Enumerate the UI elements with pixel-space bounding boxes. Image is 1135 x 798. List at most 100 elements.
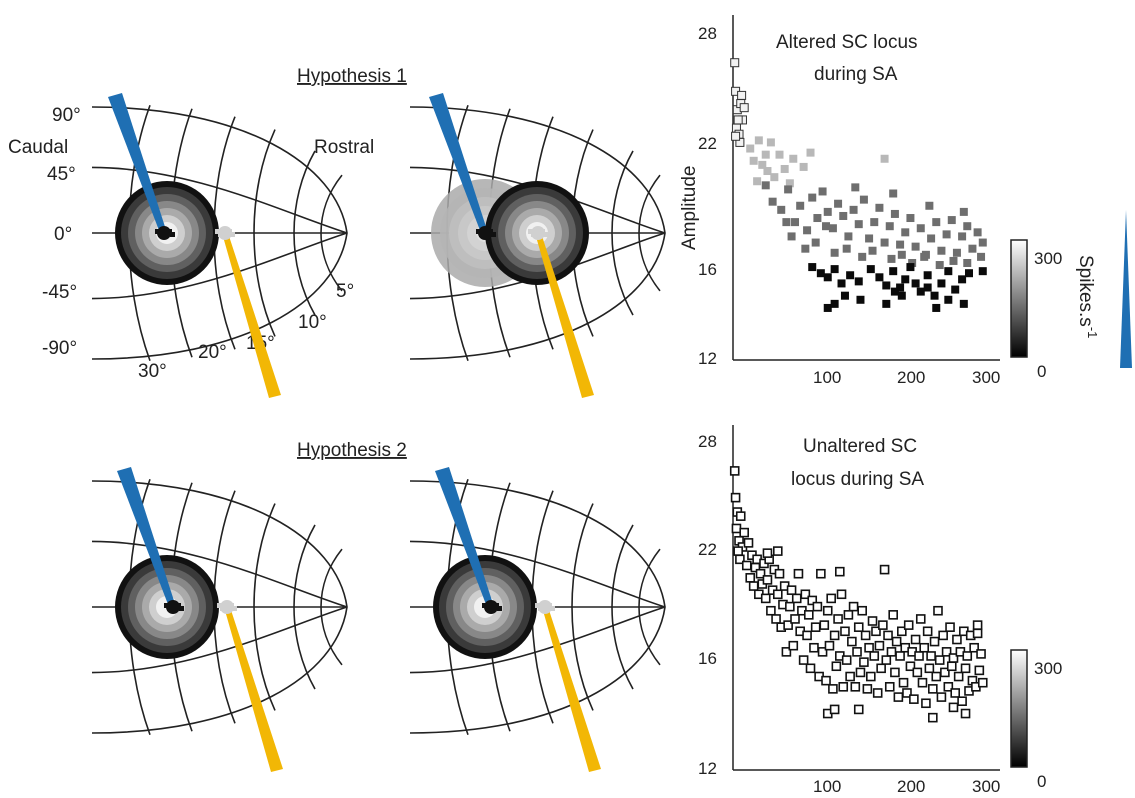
data-point: [817, 647, 828, 657]
direction-label-minus90: -90°: [42, 338, 77, 359]
data-point: [823, 303, 832, 312]
data-point: [802, 630, 812, 641]
data-point: [733, 115, 743, 125]
data-point: [798, 655, 809, 665]
site-marker: [479, 232, 484, 237]
blue-electrode: [108, 93, 167, 233]
data-point: [976, 649, 986, 659]
data-point: [952, 248, 961, 257]
direction-label-45: 45°: [47, 164, 76, 185]
data-point: [879, 564, 890, 575]
site-marker: [230, 232, 235, 237]
chart-title-line1: Altered SC locus: [776, 32, 918, 53]
data-point: [862, 684, 873, 694]
scatter-chart-unaltered: 28 22 16 12 100 200 300 Unaltered SC loc…: [698, 425, 1062, 796]
blue-electrode: [117, 467, 176, 607]
data-point: [905, 661, 916, 672]
data-point: [831, 661, 842, 672]
site-marker: [167, 229, 172, 234]
data-point: [938, 630, 948, 641]
data-point: [782, 218, 791, 227]
sc-map-hyp1-shifted: [409, 93, 666, 398]
data-point: [833, 614, 843, 624]
data-point: [754, 136, 763, 145]
firing-rate-wedge: [1120, 210, 1132, 368]
site-marker: [476, 229, 481, 234]
data-point: [889, 189, 898, 198]
data-point: [844, 232, 853, 241]
data-point: [881, 655, 892, 665]
data-point: [947, 216, 956, 225]
site-marker: [485, 232, 490, 237]
data-point: [875, 273, 884, 282]
data-point: [867, 616, 878, 626]
data-point: [909, 694, 919, 704]
data-point: [775, 150, 784, 159]
data-point: [865, 234, 874, 243]
data-point: [950, 688, 961, 698]
colorbar: [1010, 649, 1028, 768]
data-point: [761, 181, 770, 190]
data-point: [753, 177, 762, 186]
amplitude-isoline: [320, 174, 343, 292]
data-point: [786, 585, 797, 595]
site-marker: [497, 606, 502, 611]
site-marker: [221, 229, 226, 234]
colorbar-unit-label: Spikes.s-1: [1075, 255, 1100, 338]
colorbar-min-label: 0: [1037, 772, 1046, 791]
data-point: [762, 548, 773, 558]
data-point: [916, 224, 925, 233]
data-point: [859, 195, 868, 204]
data-point: [888, 610, 899, 620]
data-point: [943, 682, 954, 692]
y-tick-label: 28: [698, 24, 717, 43]
data-point: [878, 620, 888, 630]
data-point: [948, 653, 959, 663]
data-point: [897, 291, 906, 300]
data-point: [739, 527, 749, 538]
data-point: [850, 682, 861, 692]
sc-map-hyp1-control: [91, 93, 348, 398]
site-marker: [164, 603, 169, 608]
data-point: [959, 299, 968, 308]
data-point: [935, 261, 944, 270]
data-point: [868, 246, 877, 255]
data-point: [927, 234, 936, 243]
data-point: [731, 523, 742, 534]
site-marker: [482, 229, 487, 234]
yellow-electrode: [222, 233, 281, 398]
amplitude-label-10: 10°: [298, 312, 327, 333]
data-point: [762, 575, 773, 585]
hypothesis-2-title: Hypothesis 2: [297, 440, 407, 461]
amplitude-isoline: [293, 524, 316, 690]
data-point: [837, 279, 846, 288]
data-point: [774, 568, 785, 579]
data-point: [906, 263, 915, 272]
data-point: [739, 103, 749, 113]
data-point: [834, 566, 845, 577]
data-point: [760, 593, 771, 604]
data-point: [846, 271, 855, 280]
data-point: [808, 193, 817, 202]
data-point: [937, 279, 946, 288]
amplitude-isoline: [611, 150, 634, 316]
data-point: [949, 256, 958, 265]
y-tick-label: 16: [698, 649, 717, 668]
site-marker: [534, 229, 539, 234]
x-tick-label: 100: [813, 777, 841, 796]
data-point: [882, 299, 891, 308]
data-point: [963, 258, 972, 267]
data-point: [957, 696, 967, 707]
site-marker: [541, 603, 546, 608]
colorbar: [1010, 239, 1028, 358]
data-point: [735, 511, 746, 521]
data-point: [869, 651, 880, 661]
data-point: [853, 622, 864, 632]
data-point: [915, 614, 926, 624]
rostral-label: Rostral: [314, 137, 374, 158]
site-marker: [170, 232, 175, 237]
data-point: [799, 162, 808, 171]
data-point: [870, 218, 879, 227]
data-point: [840, 291, 849, 300]
data-point: [777, 205, 786, 214]
